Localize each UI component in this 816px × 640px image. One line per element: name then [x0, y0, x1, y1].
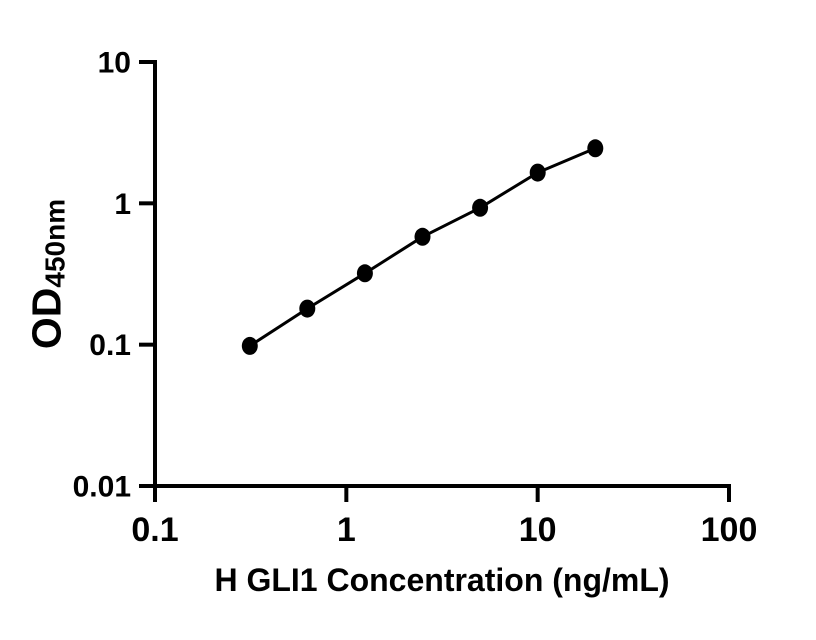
- data-point: [414, 227, 431, 246]
- y-tick-label: 1: [114, 188, 131, 221]
- data-point: [529, 163, 546, 182]
- data-point: [356, 264, 373, 283]
- y-axis-title: OD 450nm: [23, 198, 71, 350]
- x-tick-label: 1: [337, 511, 356, 549]
- y-tick-label: 0.1: [89, 329, 131, 362]
- data-point: [299, 299, 316, 318]
- y-tick-label: 0.01: [73, 471, 131, 504]
- x-tick-label: 10: [519, 511, 557, 549]
- data-point: [472, 198, 489, 217]
- y-axis-title-subscript: 450nm: [39, 198, 71, 288]
- data-point: [587, 139, 604, 158]
- x-axis-title: H GLI1 Concentration (ng/mL): [214, 562, 670, 598]
- y-tick-label: 10: [98, 47, 131, 80]
- x-tick-label: 0.1: [131, 511, 178, 549]
- y-axis-title-main: OD: [23, 287, 70, 350]
- x-tick-label: 100: [701, 511, 758, 549]
- data-point: [241, 336, 258, 355]
